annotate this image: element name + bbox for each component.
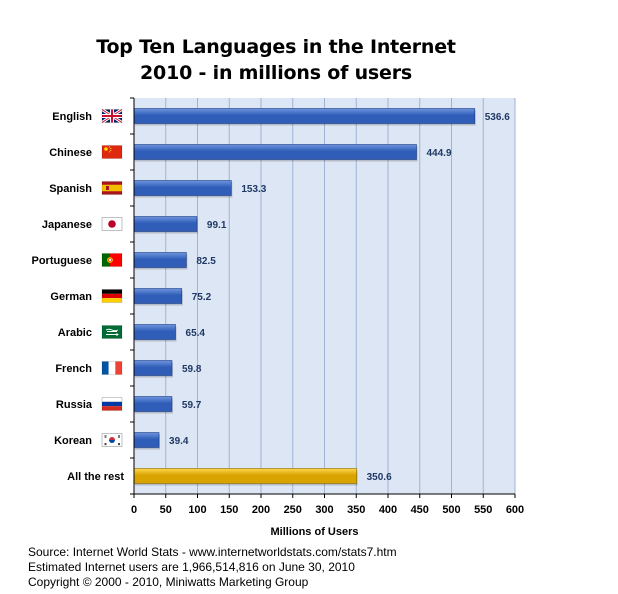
estimate-text: Estimated Internet users are 1,966,514,8… bbox=[28, 560, 355, 574]
category-label: Chinese bbox=[49, 147, 92, 159]
spain-flag-icon bbox=[101, 181, 123, 195]
category-label: Korean bbox=[54, 435, 92, 447]
data-label: 82.5 bbox=[196, 256, 216, 267]
x-tick-label: 0 bbox=[131, 504, 137, 516]
category-label: Spanish bbox=[49, 183, 92, 195]
category-label: Japanese bbox=[42, 219, 92, 231]
copyright-text: Copyright © 2000 - 2010, Miniwatts Marke… bbox=[28, 575, 309, 589]
chart-subtitle: 2010 - in millions of users bbox=[140, 62, 412, 84]
china-flag-icon bbox=[101, 145, 123, 159]
bar-german bbox=[133, 288, 183, 304]
footer: Source: Internet World Stats - www.inter… bbox=[28, 545, 397, 590]
bar-spanish bbox=[133, 180, 232, 196]
bar-russia bbox=[133, 396, 173, 412]
france-flag-icon bbox=[101, 361, 123, 375]
x-tick-label: 400 bbox=[379, 504, 397, 516]
x-tick-label: 250 bbox=[284, 504, 302, 516]
x-axis-label: Millions of Users bbox=[270, 526, 358, 538]
x-tick-label: 550 bbox=[474, 504, 492, 516]
south-korea-flag-icon bbox=[101, 433, 123, 447]
x-tick-label: 150 bbox=[220, 504, 238, 516]
germany-flag-icon bbox=[101, 289, 123, 303]
chart-title: Top Ten Languages in the Internet bbox=[96, 36, 456, 58]
data-label: 444.9 bbox=[427, 148, 452, 159]
data-label: 75.2 bbox=[192, 292, 212, 303]
data-label: 39.4 bbox=[169, 436, 189, 447]
x-tick-label: 100 bbox=[188, 504, 206, 516]
bar-japanese bbox=[133, 216, 198, 232]
data-label: 99.1 bbox=[207, 220, 227, 231]
japan-flag-icon bbox=[101, 217, 123, 231]
x-tick-label: 450 bbox=[411, 504, 429, 516]
russia-flag-icon bbox=[101, 397, 123, 411]
portugal-flag-icon bbox=[101, 253, 123, 267]
bar-korean bbox=[133, 432, 160, 448]
category-label: German bbox=[50, 291, 92, 303]
category-label: Portuguese bbox=[31, 255, 92, 267]
x-tick-label: 500 bbox=[442, 504, 460, 516]
category-label: French bbox=[55, 363, 92, 375]
chart-title-block: Top Ten Languages in the Internet 2010 -… bbox=[0, 34, 552, 86]
bar-arabic bbox=[133, 324, 176, 340]
data-label: 536.6 bbox=[485, 112, 510, 123]
bar-portuguese bbox=[133, 252, 187, 268]
data-label: 350.6 bbox=[367, 472, 392, 483]
bar-french bbox=[133, 360, 173, 376]
source-text: Source: Internet World Stats - www.inter… bbox=[28, 545, 397, 559]
x-tick-label: 600 bbox=[506, 504, 524, 516]
x-tick-label: 300 bbox=[315, 504, 333, 516]
data-label: 65.4 bbox=[186, 328, 206, 339]
category-label: Russia bbox=[56, 399, 93, 411]
bar-all-the-rest bbox=[133, 468, 357, 484]
saudi-arabia-flag-icon bbox=[101, 325, 123, 339]
data-label: 59.7 bbox=[182, 400, 202, 411]
bar-english bbox=[133, 108, 476, 124]
bar-chinese bbox=[133, 144, 417, 160]
uk-flag-icon bbox=[101, 108, 123, 124]
category-label: All the rest bbox=[67, 471, 124, 483]
data-label: 59.8 bbox=[182, 364, 202, 375]
data-label: 153.3 bbox=[241, 184, 266, 195]
x-tick-label: 50 bbox=[160, 504, 172, 516]
category-label: English bbox=[52, 111, 92, 123]
x-tick-label: 200 bbox=[252, 504, 270, 516]
category-label: Arabic bbox=[58, 327, 92, 339]
x-tick-label: 350 bbox=[347, 504, 365, 516]
